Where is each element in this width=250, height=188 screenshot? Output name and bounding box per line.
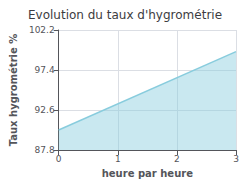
- svg-text:2: 2: [174, 154, 180, 164]
- svg-text:heure par heure: heure par heure: [102, 168, 193, 179]
- svg-text:0: 0: [56, 154, 62, 164]
- svg-text:92.6: 92.6: [35, 105, 55, 115]
- svg-text:102.2: 102.2: [29, 25, 55, 35]
- svg-text:87.8: 87.8: [35, 145, 55, 155]
- svg-text:97.4: 97.4: [35, 65, 55, 75]
- svg-text:Evolution du taux d'hygrométri: Evolution du taux d'hygrométrie: [28, 8, 222, 22]
- svg-text:3: 3: [233, 154, 239, 164]
- svg-text:1: 1: [115, 154, 121, 164]
- svg-text:Taux hygrométrie %: Taux hygrométrie %: [8, 34, 19, 147]
